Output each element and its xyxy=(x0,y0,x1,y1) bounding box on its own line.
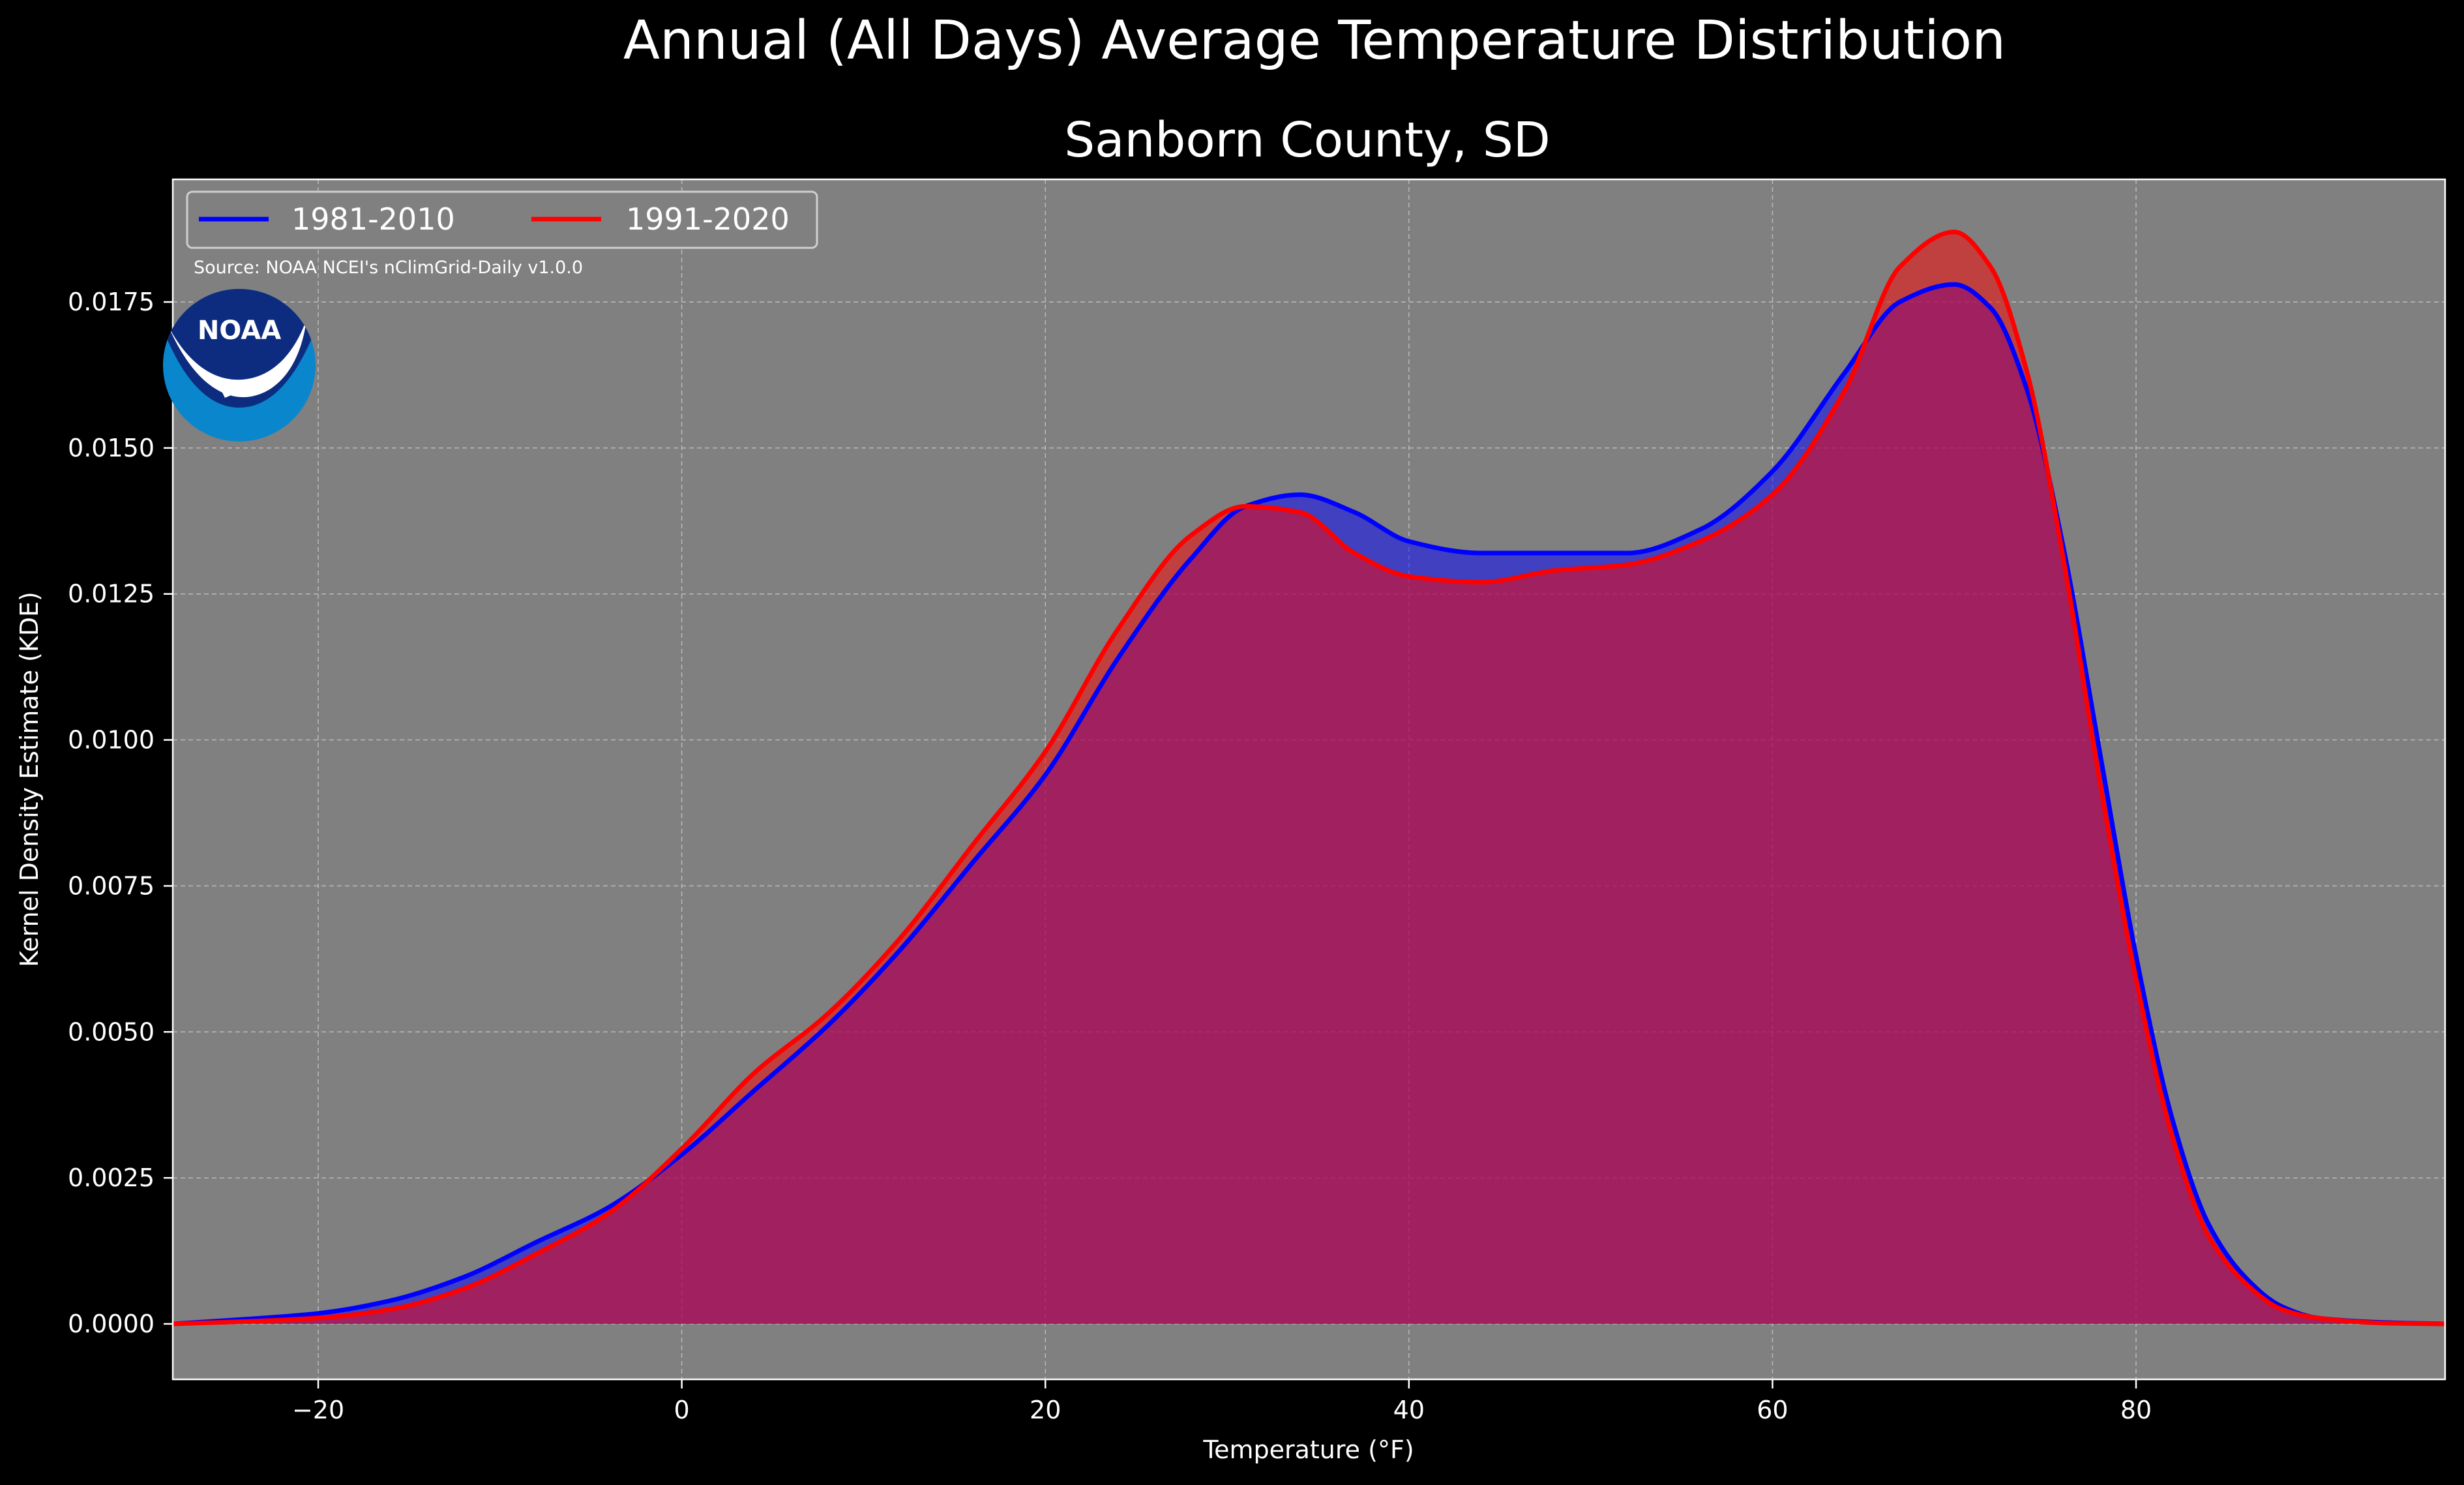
source-note: Source: NOAA NCEI's nClimGrid-Daily v1.0… xyxy=(194,258,583,278)
x-tick-label: 80 xyxy=(2120,1396,2152,1424)
x-axis-ticks: −20 0 20 40 60 80 xyxy=(292,1379,2152,1424)
noaa-logo-text: NOAA xyxy=(198,316,281,346)
x-tick-label: −20 xyxy=(292,1396,344,1424)
chart-subtitle: Sanborn County, SD xyxy=(1064,112,1551,168)
area-1991-2020 xyxy=(173,232,2445,1324)
legend-label-1991-2020: 1991-2020 xyxy=(626,202,790,237)
y-tick-label: 0.0125 xyxy=(68,580,155,608)
x-axis-label: Temperature (°F) xyxy=(1202,1435,1414,1464)
series-lines xyxy=(172,230,2446,1327)
plot-area xyxy=(171,178,2446,1381)
legend: 1981-2010 1991-2020 xyxy=(186,190,818,249)
x-tick-label: 40 xyxy=(1393,1396,1425,1424)
line-1991-2020 xyxy=(172,230,2446,1327)
x-tick-label: 60 xyxy=(1757,1396,1788,1424)
chart-title: Annual (All Days) Average Temperature Di… xyxy=(623,10,2006,72)
y-axis-ticks: 0.0000 0.0025 0.0050 0.0075 0.0100 0.0125 0.01… xyxy=(68,288,173,1338)
legend-label-1981-2010: 1981-2010 xyxy=(291,202,455,237)
y-tick-label: 0.0025 xyxy=(68,1163,155,1192)
y-tick-label: 0.0175 xyxy=(68,288,155,316)
y-tick-label: 0.0050 xyxy=(68,1017,155,1046)
y-tick-label: 0.0150 xyxy=(68,434,155,462)
legend-frame xyxy=(186,190,818,249)
noaa-logo-icon: NOAA xyxy=(163,289,316,442)
x-tick-label: 0 xyxy=(674,1396,690,1424)
y-axis-label: Kernel Density Estimate (KDE) xyxy=(15,592,44,967)
y-tick-label: 0.0075 xyxy=(68,871,155,900)
x-tick-label: 20 xyxy=(1030,1396,1061,1424)
y-tick-label: 0.0100 xyxy=(68,726,155,755)
plot-frame xyxy=(171,178,2446,1381)
series-areas xyxy=(173,232,2445,1324)
y-tick-label: 0.0000 xyxy=(68,1310,155,1338)
